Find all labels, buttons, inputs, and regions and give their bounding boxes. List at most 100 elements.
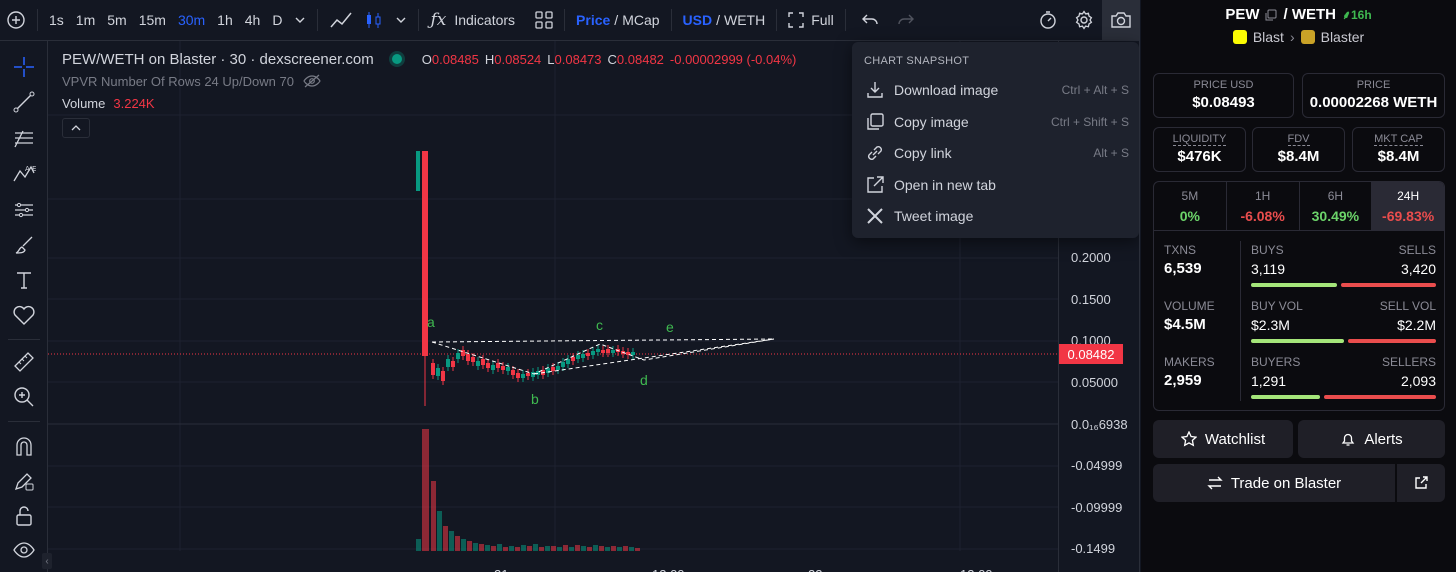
xabcd-pattern-icon: A E (13, 165, 36, 182)
candle (536, 371, 540, 375)
tweet-image-item[interactable]: Tweet image (852, 201, 1139, 231)
legend-collapse-button[interactable] (62, 118, 90, 138)
pair-info-panel: PEW / WETH ⸙16h Blast › Blaster PRICE US… (1141, 0, 1456, 572)
candle (466, 354, 470, 361)
chart-type-candles-button[interactable] (359, 0, 389, 41)
usd-option[interactable]: USD (682, 12, 713, 28)
text-tool[interactable] (9, 265, 39, 295)
candle (586, 353, 590, 356)
volume-ratio-bar (1251, 339, 1436, 343)
volume-bar (587, 547, 592, 551)
interval-1s[interactable]: 1s (49, 12, 64, 28)
volume-bar (437, 511, 442, 551)
interval-1h[interactable]: 1h (217, 12, 233, 28)
sell-bar (1341, 283, 1436, 287)
settings-button[interactable] (1066, 0, 1102, 41)
volume-bar (569, 547, 574, 551)
pattern-zigzag (431, 338, 775, 375)
stat-value: 6,539 (1164, 260, 1202, 277)
snapshot-button[interactable] (1102, 0, 1139, 41)
link-icon (864, 142, 886, 164)
price-option[interactable]: Price (576, 12, 611, 28)
candle (591, 351, 595, 355)
copy-image-item[interactable]: Copy image Ctrl + Shift + S (852, 107, 1139, 137)
price-axis[interactable]: 0.2000 0.1500 0.1000 0.05000 0.0₁₆6938 -… (1058, 41, 1139, 572)
sellers-value: 2,093 (1400, 373, 1436, 389)
tab-24h[interactable]: 24H -69.83% (1372, 182, 1444, 230)
chart-type-line-button[interactable] (323, 0, 359, 41)
download-image-item[interactable]: Download image Ctrl + Alt + S (852, 75, 1139, 105)
price-chart[interactable]: 21 12:00 22 12:00 (48, 41, 1058, 572)
eye-off-icon[interactable] (302, 73, 322, 89)
volume-legend-row[interactable]: Volume 3.224K (62, 92, 796, 114)
swap-icon (1207, 476, 1223, 490)
tab-5m[interactable]: 5M 0% (1154, 182, 1227, 230)
mcap-option[interactable]: MCap (622, 12, 660, 28)
interval-1m[interactable]: 1m (75, 12, 96, 28)
chart-type-dropdown-button[interactable] (389, 0, 413, 41)
tab-6h[interactable]: 6H 30.49% (1300, 182, 1373, 230)
undo-button[interactable] (855, 0, 885, 41)
favorites-tool[interactable] (9, 300, 39, 330)
pattern-point-a: a (427, 314, 435, 330)
open-new-tab-item[interactable]: Open in new tab (852, 170, 1139, 200)
copy-icon[interactable] (1265, 9, 1277, 21)
projection-tool[interactable] (9, 195, 39, 225)
fullscreen-button[interactable]: Full (782, 0, 840, 41)
price-mcap-toggle[interactable]: Price / MCap (570, 0, 666, 41)
collapse-toolbar-button[interactable]: ‹ (42, 553, 52, 569)
dex-link[interactable]: Blaster (1320, 29, 1365, 45)
external-link-icon (864, 174, 886, 196)
usd-weth-toggle[interactable]: USD / WETH (677, 0, 772, 41)
fib-tool[interactable] (9, 123, 39, 153)
trend-line-icon (13, 91, 35, 113)
watchlist-button[interactable]: Watchlist (1153, 420, 1293, 458)
trade-label: Trade on Blaster (1230, 474, 1342, 492)
chain-link[interactable]: Blast (1252, 29, 1284, 45)
crosshair-tool[interactable] (9, 52, 39, 82)
alerts-button[interactable]: Alerts (1298, 420, 1445, 458)
pattern-tool[interactable]: A E (9, 159, 39, 189)
interval-dropdown-button[interactable] (288, 0, 312, 41)
chevron-up-icon (71, 125, 81, 131)
zoom-tool[interactable] (9, 382, 39, 412)
stay-drawing-tool[interactable] (9, 466, 39, 496)
interval-15m[interactable]: 15m (138, 12, 166, 28)
stat-label: MKT CAP (1374, 133, 1423, 146)
indicators-button[interactable]: ƒx Indicators (424, 0, 521, 41)
copy-link-item[interactable]: Copy link Alt + S (852, 138, 1139, 168)
timeframe-tabs: 5M 0% 1H -6.08% 6H 30.49% 24H -69.83% (1153, 181, 1445, 231)
interval-5m[interactable]: 5m (107, 12, 127, 28)
trade-external-button[interactable] (1397, 464, 1445, 502)
tab-1h[interactable]: 1H -6.08% (1227, 182, 1300, 230)
lock-drawings-tool[interactable] (9, 501, 39, 531)
interval-30m[interactable]: 30m (177, 12, 206, 28)
close-key: C (607, 51, 617, 67)
volume-histogram (416, 429, 640, 551)
magnet-icon (16, 437, 32, 456)
lock-open-icon (16, 506, 32, 526)
svg-text:A E: A E (25, 165, 36, 173)
redo-button[interactable] (891, 0, 921, 41)
interval-4h[interactable]: 4h (244, 12, 261, 28)
trend-line-tool[interactable] (9, 87, 39, 117)
volume-bar (479, 544, 484, 551)
triangle-pattern-drawing (431, 338, 775, 375)
line-chart-icon (330, 12, 353, 28)
add-symbol-button[interactable] (0, 0, 32, 41)
volume-bar (557, 547, 562, 551)
trade-button[interactable]: Trade on Blaster (1153, 464, 1395, 502)
magnet-tool[interactable] (9, 431, 39, 461)
layouts-button[interactable] (529, 0, 559, 41)
interval-d[interactable]: D (272, 12, 283, 28)
measure-tool[interactable] (9, 347, 39, 377)
hide-drawings-tool[interactable] (9, 535, 39, 565)
ruler-icon (14, 352, 34, 372)
vpvr-legend-row[interactable]: VPVR Number Of Rows 24 Up/Down 70 (62, 70, 796, 92)
time-axis-label: 22 (808, 567, 822, 572)
brush-tool[interactable] (9, 230, 39, 260)
weth-option[interactable]: WETH (724, 12, 766, 28)
quick-search-button[interactable] (1030, 0, 1066, 41)
sell-bar (1324, 395, 1436, 399)
blaster-logo-icon (1300, 30, 1315, 44)
